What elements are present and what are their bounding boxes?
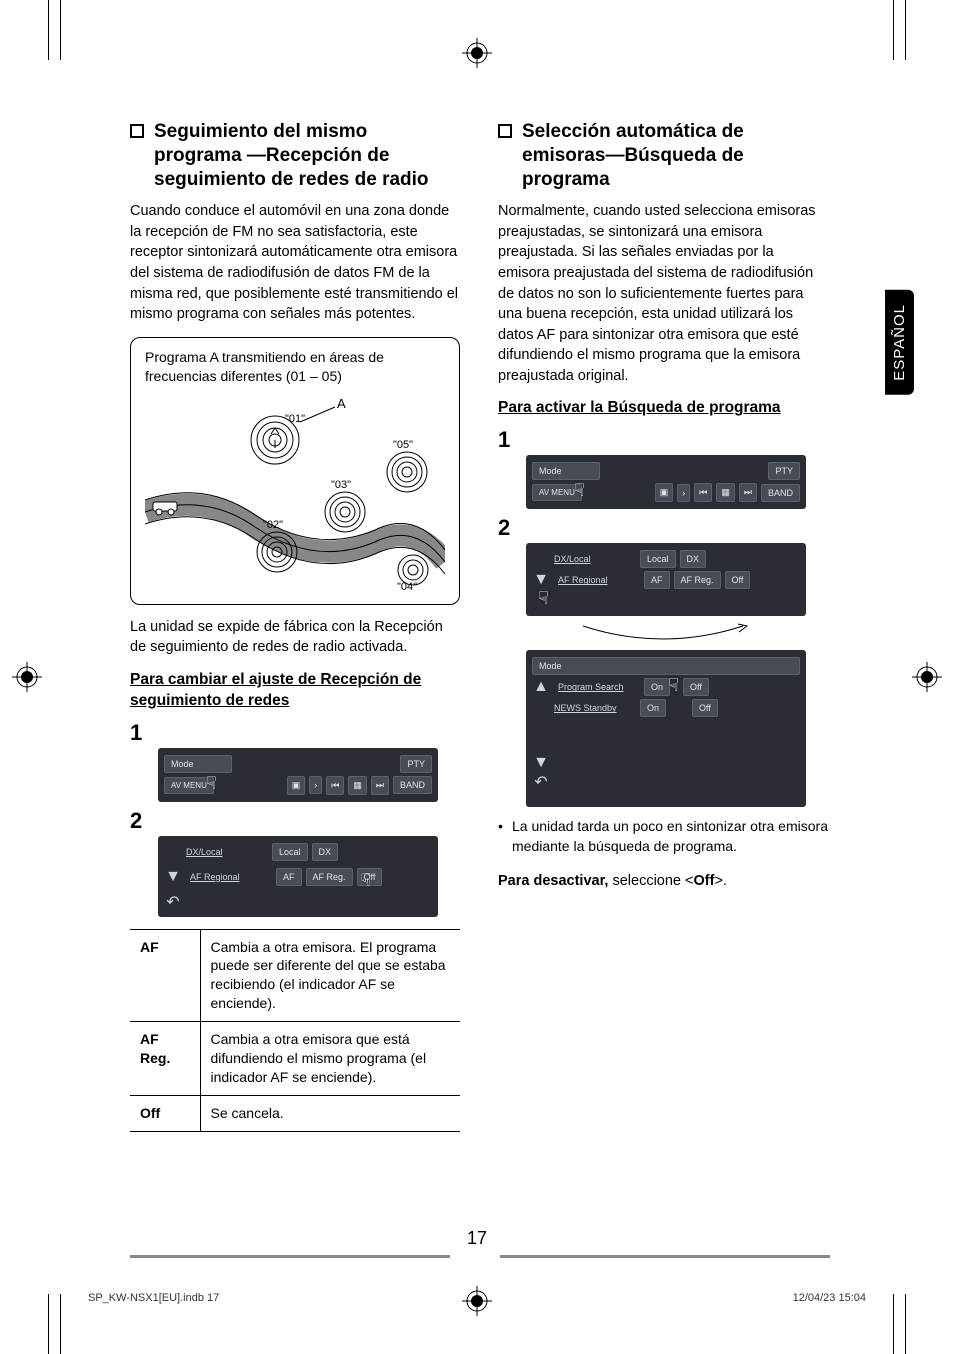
ui-panel-af-left: DX/Local Local DX ▼ AF Regional AF AF Re… bbox=[158, 836, 438, 917]
hand-cursor-icon: ☟ bbox=[538, 588, 549, 609]
opt-afreg-val: Cambia a otra emisora que está difundien… bbox=[200, 1022, 460, 1096]
freq-04: "04" bbox=[397, 581, 417, 592]
ui-panel-mode-right: Mode PTY AV MENU ☟ ▣ › ⏮ ▦ ⏭ BAND bbox=[526, 455, 806, 509]
dxlocal-label: DX/Local bbox=[550, 554, 636, 564]
hand-cursor-icon: ☟ bbox=[668, 675, 679, 696]
prev-track-icon[interactable]: ⏮ bbox=[694, 483, 712, 502]
footer-right: 12/04/23 15:04 bbox=[793, 1292, 866, 1304]
left-subhead: Para cambiar el ajuste de Recepción de s… bbox=[130, 670, 460, 712]
afregional-label: AF Regional bbox=[554, 575, 640, 585]
on-button[interactable]: On bbox=[644, 678, 670, 696]
note-1: La unidad tarda un poco en sintonizar ot… bbox=[498, 817, 828, 856]
mode-button[interactable]: Mode bbox=[164, 755, 232, 773]
band-button[interactable]: BAND bbox=[761, 484, 800, 502]
freq-05: "05" bbox=[393, 439, 413, 451]
next-track-icon[interactable]: ⏭ bbox=[371, 776, 389, 795]
page-number: 17 bbox=[467, 1228, 487, 1249]
left-para-1: Cuando conduce el automóvil en una zona … bbox=[130, 201, 460, 324]
transition-arrow-icon bbox=[573, 622, 753, 646]
left-para-2: La unidad se expide de fábrica con la Re… bbox=[130, 617, 460, 658]
program-search-label: Program Search bbox=[554, 682, 640, 692]
opt-off-val: Se cancela. bbox=[200, 1095, 460, 1131]
opt-af-key: AF bbox=[130, 929, 200, 1022]
off-button[interactable]: Off bbox=[683, 678, 709, 696]
down-arrow-icon[interactable]: ▼ bbox=[532, 755, 550, 771]
af-button[interactable]: AF bbox=[644, 571, 670, 589]
news-standby-label: NEWS Standby bbox=[550, 703, 636, 713]
next-track-icon[interactable]: ⏭ bbox=[739, 483, 757, 502]
up-arrow-icon[interactable]: ▲ bbox=[532, 679, 550, 695]
opt-afreg-key: AF Reg. bbox=[130, 1022, 200, 1096]
hand-cursor-icon: ☟ bbox=[574, 480, 585, 501]
footer-left: SP_KW-NSX1[EU].indb 17 bbox=[88, 1292, 219, 1304]
next-icon[interactable]: › bbox=[309, 776, 322, 794]
next-icon[interactable]: › bbox=[677, 484, 690, 502]
mode-label: Mode bbox=[532, 657, 800, 675]
stop-icon[interactable]: ▦ bbox=[716, 483, 735, 502]
right-section-title: Selección automática de emisoras—Búsqued… bbox=[522, 120, 828, 191]
play-icon[interactable]: ▣ bbox=[287, 776, 306, 795]
page-rule bbox=[130, 1255, 450, 1258]
frequency-diagram: Programa A transmitiendo en áreas de fre… bbox=[130, 337, 460, 605]
off-button[interactable]: Off bbox=[692, 699, 718, 717]
afreg-button[interactable]: AF Reg. bbox=[674, 571, 721, 589]
language-tab: ESPAÑOL bbox=[885, 290, 914, 395]
right-subhead: Para activar la Búsqueda de programa bbox=[498, 398, 828, 419]
table-row: AF Reg.Cambia a otra emisora que está di… bbox=[130, 1022, 460, 1096]
down-arrow-icon[interactable]: ▼ bbox=[164, 869, 182, 885]
on-button[interactable]: On bbox=[640, 699, 666, 717]
table-row: OffSe cancela. bbox=[130, 1095, 460, 1131]
af-options-table: AFCambia a otra emisora. El programa pue… bbox=[130, 929, 460, 1132]
right-column: Selección automática de emisoras—Búsqued… bbox=[498, 120, 828, 1132]
left-column: Seguimiento del mismo programa —Recepció… bbox=[130, 120, 460, 1132]
freq-01: "01" bbox=[285, 413, 305, 425]
table-row: AFCambia a otra emisora. El programa pue… bbox=[130, 929, 460, 1022]
band-button[interactable]: BAND bbox=[393, 776, 432, 794]
freq-02: "02" bbox=[263, 519, 283, 531]
hand-cursor-icon: ☟ bbox=[206, 773, 217, 794]
opt-af-val: Cambia a otra emisora. El programa puede… bbox=[200, 929, 460, 1022]
down-arrow-icon[interactable]: ▼ bbox=[532, 572, 550, 588]
registration-mark-left bbox=[12, 662, 42, 692]
dxlocal-label: DX/Local bbox=[182, 847, 268, 857]
pty-button[interactable]: PTY bbox=[768, 462, 800, 480]
afregional-label: AF Regional bbox=[186, 872, 272, 882]
dx-button[interactable]: DX bbox=[680, 550, 707, 568]
prev-track-icon[interactable]: ⏮ bbox=[326, 776, 344, 795]
right-para-1: Normalmente, cuando usted selecciona emi… bbox=[498, 201, 828, 386]
freq-03: "03" bbox=[331, 479, 351, 491]
section-bullet bbox=[130, 124, 144, 138]
page-rule bbox=[500, 1255, 830, 1258]
registration-mark-top bbox=[462, 38, 492, 68]
ui-panel-program-search: Mode ▲ Program Search On ☟ Off NEWS Stan… bbox=[526, 650, 806, 807]
ui-panel-mode-left: Mode PTY AV MENU ☟ ▣ › ⏮ ▦ ⏭ BAND bbox=[158, 748, 438, 802]
diagram-caption: Programa A transmitiendo en áreas de fre… bbox=[145, 348, 445, 386]
off-button[interactable]: Off bbox=[725, 571, 751, 589]
back-arrow-icon[interactable]: ↶ bbox=[532, 774, 550, 790]
registration-mark-bottom bbox=[462, 1286, 492, 1316]
opt-off-key: Off bbox=[130, 1095, 200, 1131]
mode-button[interactable]: Mode bbox=[532, 462, 600, 480]
back-arrow-icon[interactable]: ↶ bbox=[164, 894, 182, 910]
play-icon[interactable]: ▣ bbox=[655, 483, 674, 502]
pty-button[interactable]: PTY bbox=[400, 755, 432, 773]
diagram-label-a: A bbox=[337, 396, 346, 411]
left-step-1: 1 bbox=[130, 720, 460, 746]
right-step-2: 2 bbox=[498, 515, 828, 541]
right-step-1: 1 bbox=[498, 427, 828, 453]
deactivate-line: Para desactivar, seleccione <Off>. bbox=[498, 871, 828, 892]
stop-icon[interactable]: ▦ bbox=[348, 776, 367, 795]
local-button[interactable]: Local bbox=[640, 550, 676, 568]
local-button[interactable]: Local bbox=[272, 843, 308, 861]
left-step-2: 2 bbox=[130, 808, 460, 834]
hand-cursor-icon: ☟ bbox=[360, 870, 371, 891]
dx-button[interactable]: DX bbox=[312, 843, 339, 861]
left-section-title: Seguimiento del mismo programa —Recepció… bbox=[154, 120, 460, 191]
ui-panel-af-right: DX/Local Local DX ▼ AF Regional AF AF Re… bbox=[526, 543, 806, 616]
section-bullet bbox=[498, 124, 512, 138]
afreg-button[interactable]: AF Reg. bbox=[306, 868, 353, 886]
af-button[interactable]: AF bbox=[276, 868, 302, 886]
registration-mark-right bbox=[912, 662, 942, 692]
